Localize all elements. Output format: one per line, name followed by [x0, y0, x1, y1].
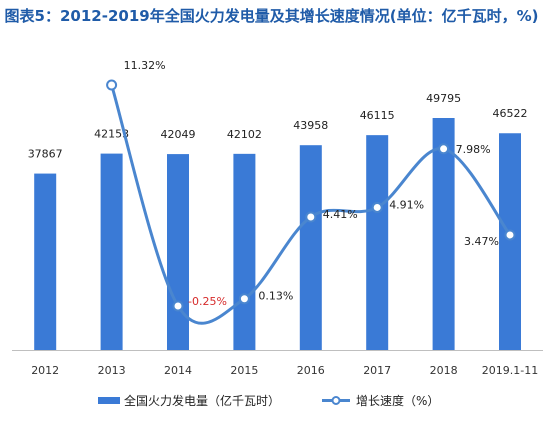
x-tick-label: 2017: [363, 364, 391, 377]
growth-point-2017: [371, 201, 383, 213]
bar-2015: [233, 153, 256, 350]
legend-bar-label: 全国火力发电量（亿千瓦时）: [124, 393, 280, 408]
bar-2017: [366, 135, 389, 350]
bar-value-label: 46115: [360, 109, 395, 122]
bar-2018: [432, 118, 455, 350]
growth-value-label: -0.25%: [188, 295, 227, 308]
bar-value-label: 42102: [227, 128, 262, 141]
legend-bar-swatch: [98, 397, 120, 404]
growth-point-2013: [106, 79, 118, 91]
growth-value-label: 4.41%: [323, 208, 358, 221]
bar-value-label: 46522: [493, 107, 528, 120]
growth-point-2015: [238, 293, 250, 305]
x-tick-label: 2018: [430, 364, 458, 377]
x-tick-label: 2012: [31, 364, 59, 377]
legend-line-label: 增长速度（%）: [356, 393, 439, 408]
bar-2019.1-11: [499, 133, 521, 350]
growth-value-label: 11.32%: [124, 59, 166, 72]
growth-point-2019.1-11: [504, 229, 516, 241]
bar-2013: [100, 153, 123, 350]
growth-point-2018: [438, 143, 450, 155]
bar-value-label: 49795: [426, 92, 461, 105]
x-tick-label: 2019.1-11: [482, 364, 538, 377]
bar-value-label: 42049: [161, 128, 196, 141]
x-tick-label: 2015: [230, 364, 258, 377]
bar-value-label: 42153: [94, 128, 129, 141]
bar-2012: [34, 173, 57, 350]
growth-value-label: 3.47%: [464, 235, 499, 248]
chart-title: 图表5：2012-2019年全国火力发电量及其增长速度情况(单位：亿千瓦时，%): [4, 7, 539, 25]
legend-line-marker: [331, 396, 341, 405]
growth-value-label: 4.91%: [389, 198, 424, 211]
bar-2016: [299, 145, 322, 350]
x-tick-label: 2014: [164, 364, 192, 377]
growth-point-2016: [305, 211, 317, 223]
x-tick-label: 2016: [297, 364, 325, 377]
growth-value-label: 7.98%: [456, 143, 491, 156]
x-tick-label: 2013: [98, 364, 126, 377]
bar-2014: [167, 154, 189, 350]
growth-value-label: 0.13%: [258, 290, 293, 303]
growth-point-2014: [172, 300, 184, 312]
bar-value-label: 37867: [28, 148, 63, 161]
bar-value-label: 43958: [293, 119, 328, 132]
